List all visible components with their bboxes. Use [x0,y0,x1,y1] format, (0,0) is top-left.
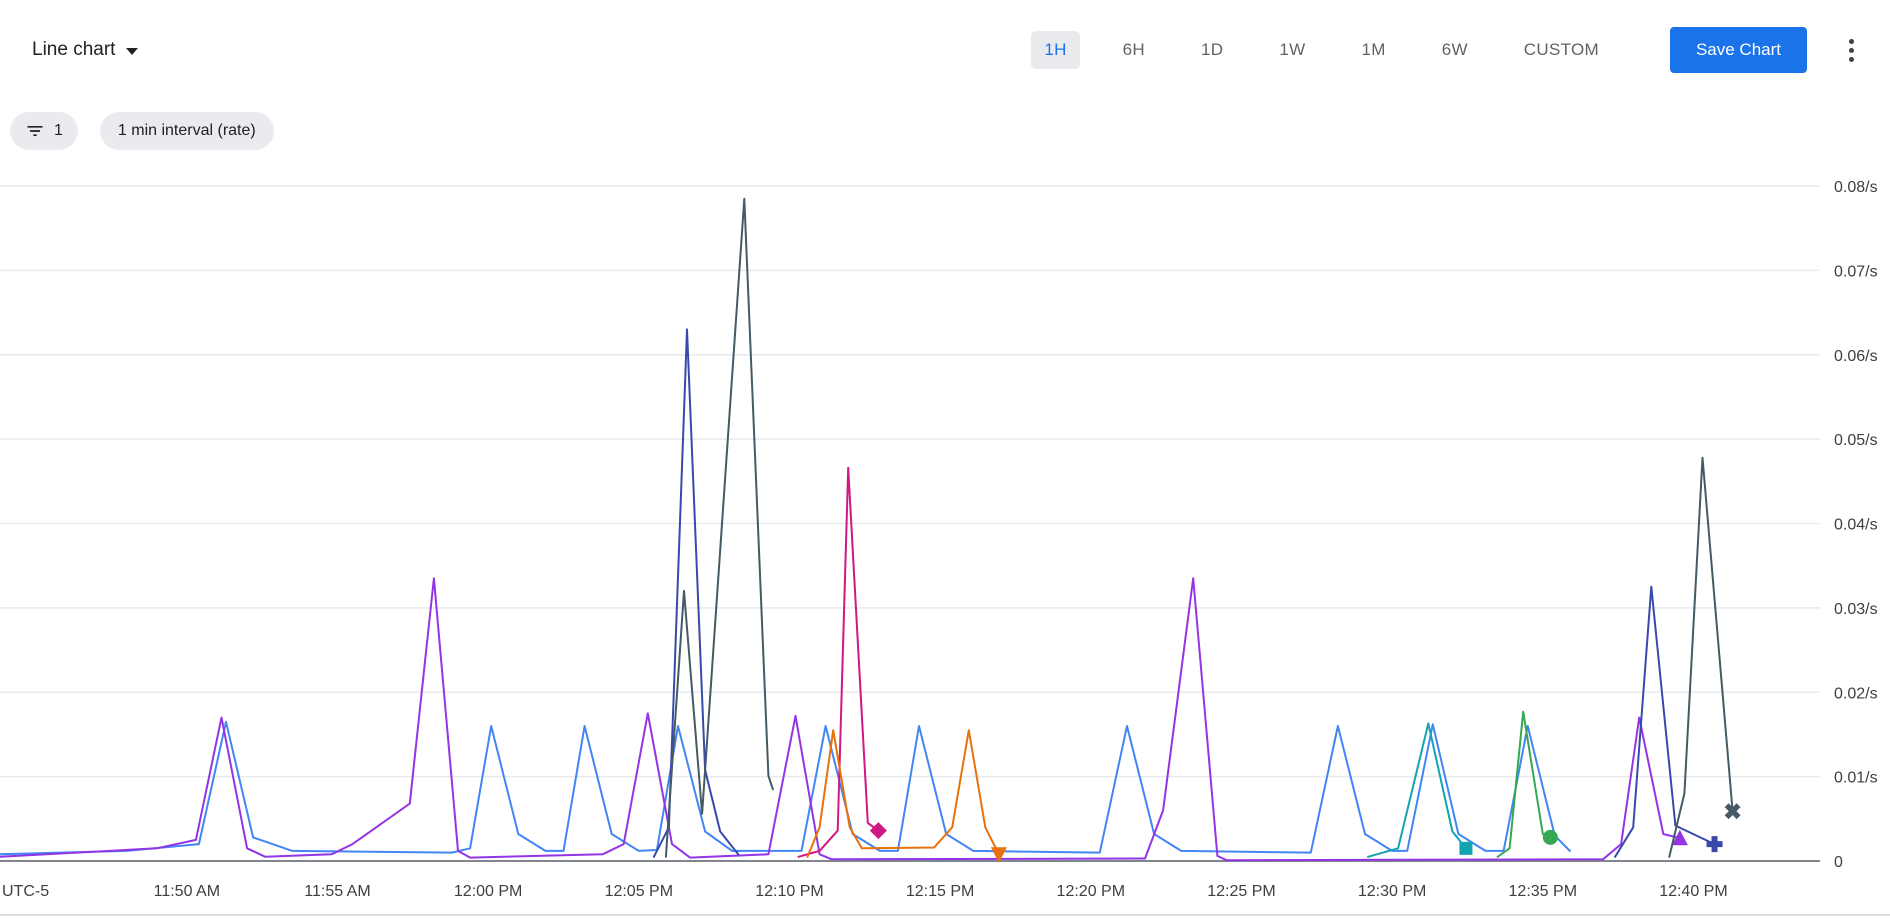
series-slate-line [664,197,774,858]
chart-svg[interactable]: 0 0.01/s 0.02/s 0.03/s 0.04/s 0.05/s 0.06/s 0.0… [0,156,1890,906]
more-options-button[interactable] [1843,31,1860,70]
interval-label: 1 min interval (rate) [117,122,256,139]
series-orange-line [806,729,1000,858]
range-button-custom[interactable]: CUSTOM [1511,31,1612,69]
series-green-end-marker-circle-icon [1542,829,1558,845]
kebab-dot-icon [1849,56,1854,62]
x-tick-label: 12:40 PM [1659,883,1727,900]
x-tick-label: 11:55 AM [304,883,370,900]
series-navy-line [1614,585,1716,858]
series-purple-line [0,577,1681,862]
x-tick-label: 12:35 PM [1509,883,1577,900]
time-range-group: 1H 6H 1D 1W 1M 6W CUSTOM [1031,31,1612,69]
series-magenta-end-marker-diamond-icon [869,822,887,840]
y-axis-label: 0.03/s [1834,601,1878,618]
y-axis-label: 0.05/s [1834,432,1878,449]
range-button-1d[interactable]: 1D [1188,31,1236,69]
y-axis-label: 0.04/s [1834,517,1878,534]
toolbar: Line chart 1H 6H 1D 1W 1M 6W CUSTOM Save… [0,0,1890,100]
series-teal-line [1367,722,1467,858]
kebab-dot-icon [1849,38,1854,44]
range-button-1w[interactable]: 1W [1266,31,1318,69]
y-axis-label: 0.06/s [1834,348,1878,365]
y-axis-label: 0 [1834,854,1843,871]
y-axis-label: 0.01/s [1834,770,1878,787]
filter-bar: 1 1 min interval (rate) [0,100,1890,150]
y-axis-label: 0.02/s [1834,685,1878,702]
kebab-dot-icon [1849,47,1854,53]
x-tick-label: 12:30 PM [1358,883,1426,900]
x-tick-label: 12:10 PM [755,883,823,900]
series-purple-end-marker-triangle-up-icon [1671,829,1688,846]
timezone-label: UTC-5 [2,883,49,900]
x-tick-label: 11:50 AM [154,883,220,900]
x-tick-label: 12:20 PM [1057,883,1125,900]
x-tick-label: 12:05 PM [605,883,673,900]
series-navy-end-marker-plus-icon [1706,836,1723,853]
chevron-down-icon [126,47,139,55]
filter-count-label: 1 [54,122,63,139]
series-teal-end-marker-square-icon [1459,841,1473,855]
save-chart-button[interactable]: Save Chart [1669,27,1807,73]
chart-type-dropdown[interactable]: Line chart [32,39,139,61]
range-button-1h[interactable]: 1H [1031,31,1080,69]
series-slate-end-marker-x-icon [1724,803,1741,820]
series-slate-line [1668,456,1734,858]
chart-type-label: Line chart [32,39,116,60]
chart-area[interactable]: 0 0.01/s 0.02/s 0.03/s 0.04/s 0.05/s 0.06/s 0.0… [0,156,1890,906]
x-tick-label: 12:15 PM [906,883,974,900]
bottom-divider [0,914,1890,916]
x-tick-label: 12:00 PM [454,883,522,900]
range-button-6h[interactable]: 6H [1110,31,1158,69]
series-magenta-line [797,466,880,858]
series-orange-end-marker-triangle-down-icon [990,847,1007,863]
range-button-1m[interactable]: 1M [1348,31,1398,69]
series-navy-line [652,328,740,858]
x-tick-label: 12:25 PM [1207,883,1275,900]
filter-chip[interactable]: 1 [10,112,78,150]
y-axis-label: 0.08/s [1834,179,1878,196]
interval-chip[interactable]: 1 min interval (rate) [99,112,274,150]
filter-list-icon [27,126,43,136]
y-axis-label: 0.07/s [1834,263,1878,280]
range-button-6w[interactable]: 6W [1429,31,1481,69]
